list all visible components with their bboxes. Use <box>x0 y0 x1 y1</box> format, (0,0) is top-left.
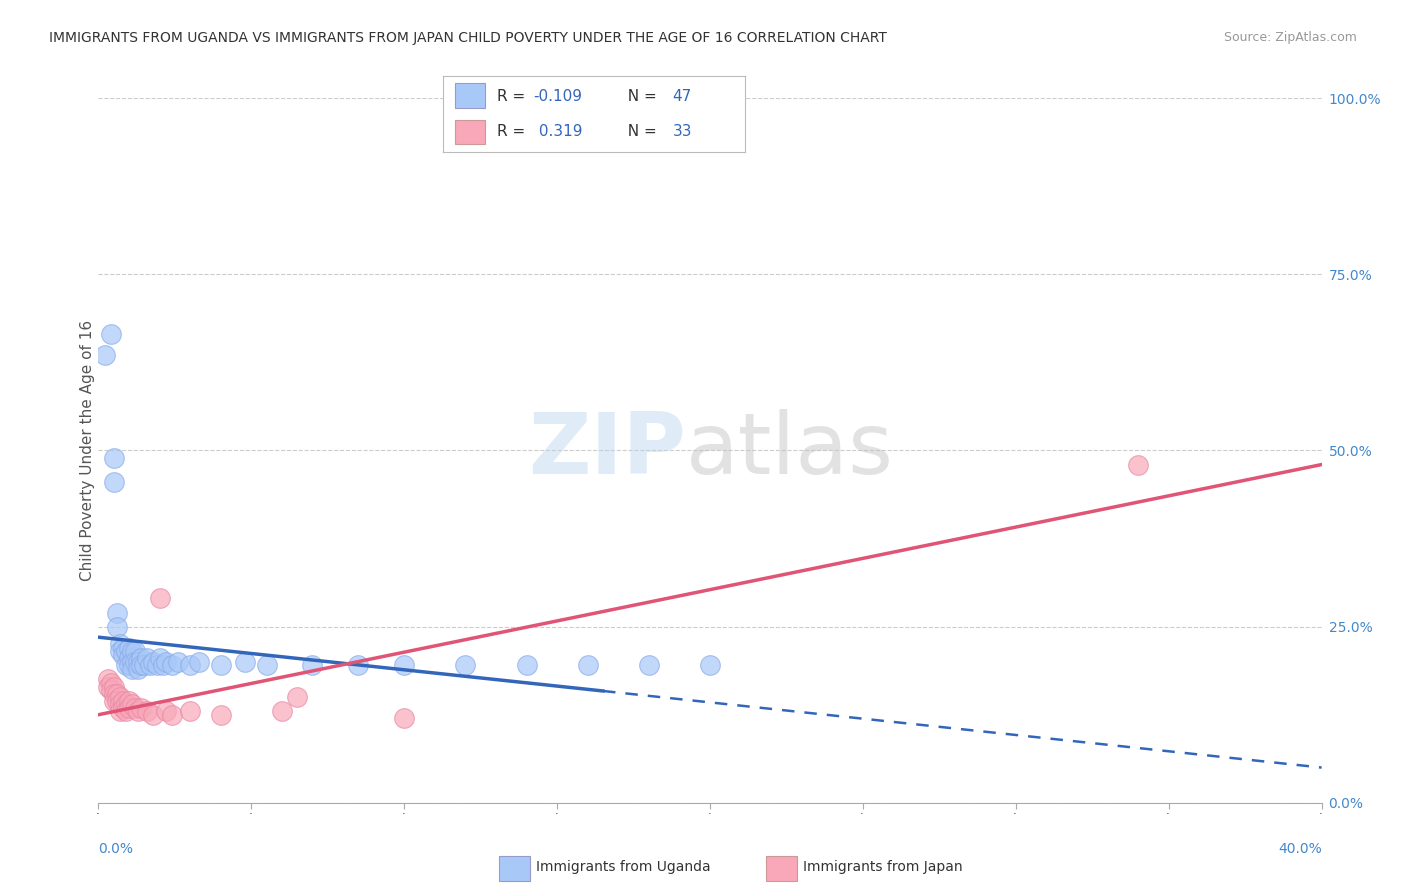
Point <box>124 644 146 658</box>
Point <box>637 658 661 673</box>
Point <box>209 658 232 673</box>
Point <box>97 673 120 687</box>
Point <box>256 658 278 673</box>
Point <box>103 693 125 707</box>
Point <box>149 651 172 665</box>
Text: 33: 33 <box>672 124 692 139</box>
Text: ZIP: ZIP <box>527 409 686 492</box>
Point <box>179 704 201 718</box>
Point <box>100 327 122 342</box>
Text: R =: R = <box>498 89 530 103</box>
Point <box>155 704 177 718</box>
Point <box>103 450 125 465</box>
Point <box>105 620 128 634</box>
Point <box>108 704 131 718</box>
Point <box>105 687 128 701</box>
Point <box>285 690 308 705</box>
Text: 0.0%: 0.0% <box>98 841 134 855</box>
Point <box>118 700 141 714</box>
Point <box>1128 458 1150 472</box>
Point <box>233 655 256 669</box>
Point <box>127 662 149 676</box>
Point <box>105 606 128 620</box>
Point <box>152 658 174 673</box>
Point <box>108 644 131 658</box>
Point <box>209 707 232 722</box>
Point <box>115 697 138 711</box>
Point <box>100 676 122 690</box>
Point <box>160 658 183 673</box>
Point <box>103 687 125 701</box>
Point <box>111 648 134 662</box>
Point <box>188 655 211 669</box>
Point <box>115 658 138 673</box>
Point <box>103 475 125 490</box>
Point <box>392 711 416 725</box>
Point <box>108 637 131 651</box>
Point <box>160 707 183 722</box>
Text: 0.319: 0.319 <box>534 124 582 139</box>
Point <box>118 640 141 655</box>
Point <box>155 655 177 669</box>
Point <box>347 658 370 673</box>
Point <box>454 658 477 673</box>
Point <box>167 655 190 669</box>
Text: N =: N = <box>619 124 662 139</box>
Text: Source: ZipAtlas.com: Source: ZipAtlas.com <box>1223 31 1357 45</box>
Text: atlas: atlas <box>686 409 894 492</box>
Point <box>142 707 165 722</box>
Point <box>121 644 143 658</box>
Point <box>136 651 159 665</box>
Point <box>129 658 152 673</box>
Point <box>105 693 128 707</box>
Point <box>124 655 146 669</box>
Text: R =: R = <box>498 124 530 139</box>
Text: 40.0%: 40.0% <box>1278 841 1322 855</box>
Point <box>129 651 152 665</box>
Text: -0.109: -0.109 <box>534 89 582 103</box>
Point <box>100 683 122 698</box>
Point <box>145 658 167 673</box>
Point <box>124 700 146 714</box>
Bar <box>456 84 485 108</box>
Point <box>149 591 172 606</box>
Point <box>121 697 143 711</box>
Point <box>516 658 538 673</box>
Point <box>103 680 125 694</box>
Point <box>699 658 721 673</box>
Point <box>118 651 141 665</box>
Text: Immigrants from Uganda: Immigrants from Uganda <box>536 860 710 874</box>
Point <box>115 704 138 718</box>
Point <box>118 658 141 673</box>
Point <box>121 655 143 669</box>
Point <box>270 704 292 718</box>
Point <box>576 658 599 673</box>
Point <box>179 658 201 673</box>
Text: 47: 47 <box>672 89 692 103</box>
Point <box>93 348 115 362</box>
Point <box>136 704 159 718</box>
Point <box>392 658 416 673</box>
Text: Immigrants from Japan: Immigrants from Japan <box>803 860 963 874</box>
Y-axis label: Child Poverty Under the Age of 16: Child Poverty Under the Age of 16 <box>80 320 94 581</box>
Point <box>108 697 131 711</box>
Point <box>129 700 152 714</box>
Text: N =: N = <box>619 89 662 103</box>
Point <box>111 640 134 655</box>
Point <box>108 690 131 705</box>
Point <box>127 655 149 669</box>
Text: IMMIGRANTS FROM UGANDA VS IMMIGRANTS FROM JAPAN CHILD POVERTY UNDER THE AGE OF 1: IMMIGRANTS FROM UGANDA VS IMMIGRANTS FRO… <box>49 31 887 45</box>
Point <box>301 658 323 673</box>
Point <box>97 680 120 694</box>
Point <box>127 704 149 718</box>
Point <box>139 658 162 673</box>
Point <box>142 655 165 669</box>
Point <box>134 658 156 673</box>
Point <box>121 662 143 676</box>
Bar <box>456 120 485 144</box>
Point <box>111 700 134 714</box>
Point <box>111 693 134 707</box>
Point <box>118 693 141 707</box>
Point <box>115 644 138 658</box>
